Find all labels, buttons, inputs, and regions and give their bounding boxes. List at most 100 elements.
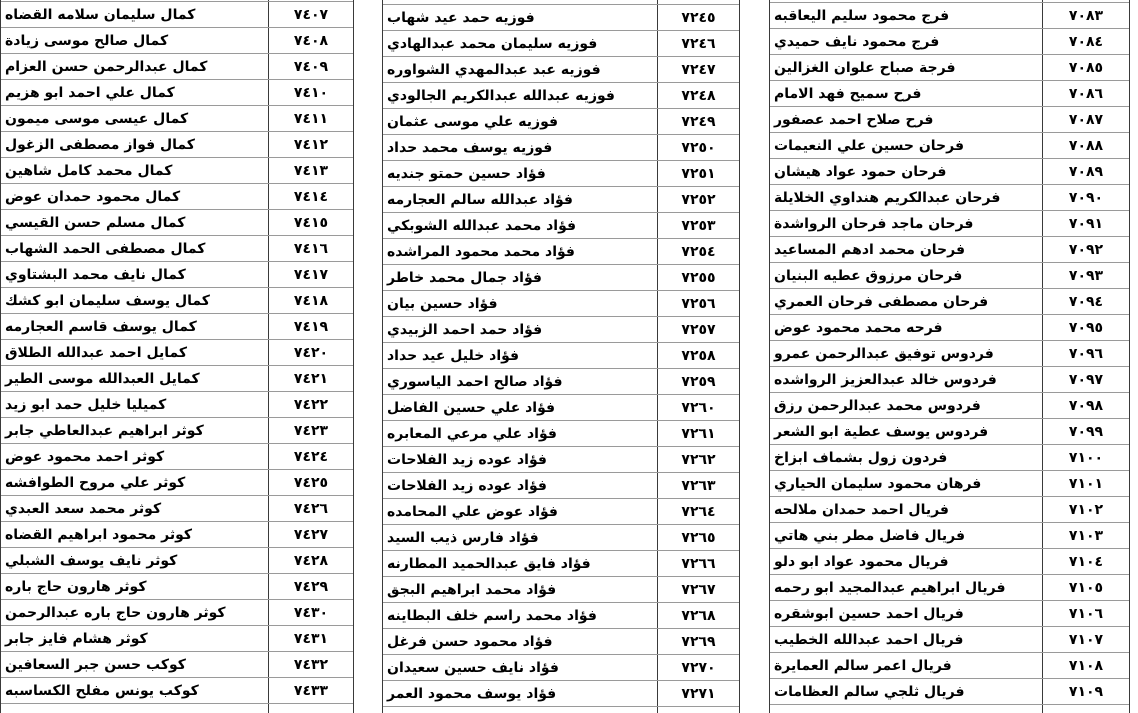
number-cell: ٧٤٢٥ xyxy=(268,470,353,495)
table-row: فؤاد محمود حسن فرغل ٧٢٦٩ xyxy=(383,629,739,655)
number-cell: ٧٢٦٠ xyxy=(657,395,739,420)
name-cell: كمال عيسى موسى ميمون xyxy=(5,110,189,127)
name-cell: فوزيه يوسف محمد حداد xyxy=(387,139,553,156)
number-cell: ٧٤١٢ xyxy=(268,132,353,157)
number-cell: ٧٠٨٧ xyxy=(1042,107,1129,132)
table-row: فؤاد يوسف محمود العمر ٧٢٧١ xyxy=(383,681,739,707)
table-row: فرحان ماجد فرحان الرواشدة ٧٠٩١ xyxy=(770,211,1129,237)
number-cell: ٧٤١٧ xyxy=(268,262,353,287)
name-cell: فؤاد علي مرعي المعابره xyxy=(387,425,557,442)
name-cell: فؤاد محمد عبدالله الشوبكي xyxy=(387,217,577,234)
name-cell: كمال فواز مصطفى الزغول xyxy=(5,136,195,153)
name-cell: فرح صلاح احمد عصفور xyxy=(774,111,934,128)
number-cell: ٧٢٧١ xyxy=(657,681,739,706)
table-row: فؤاد محمد راسم خلف البطاينه ٧٢٦٨ xyxy=(383,603,739,629)
number-cell: ٧٤١٠ xyxy=(268,80,353,105)
number-cell xyxy=(1042,705,1129,713)
name-cell: فرهان محمود سليمان الحياري xyxy=(774,475,982,492)
table-row: فؤاد عوده زيد الفلاحات ٧٢٦٣ xyxy=(383,473,739,499)
number-cell: ٧٠٨٣ xyxy=(1042,3,1129,28)
number-cell: ٧٢٦٣ xyxy=(657,473,739,498)
name-cell: فوزيه سليمان محمد عبدالهادي xyxy=(387,35,598,52)
table-row: فؤاد نايف حسين سعيدان ٧٢٧٠ xyxy=(383,655,739,681)
number-cell xyxy=(268,0,353,1)
number-cell: ٧٢٦٤ xyxy=(657,499,739,524)
name-cell: كمال محمود حمدان عوض xyxy=(5,188,181,205)
table-row: فردوس توفيق عبدالرحمن عمرو ٧٠٩٦ xyxy=(770,341,1129,367)
name-cell: كوثر احمد محمود عوض xyxy=(5,448,165,465)
table-row: كمال يوسف قاسم العجارمه ٧٤١٩ xyxy=(1,314,353,340)
name-cell xyxy=(770,705,1042,713)
table-row: كمال نايف محمد البشتاوي ٧٤١٧ xyxy=(1,262,353,288)
number-cell: ٧٠٩٩ xyxy=(1042,419,1129,444)
table-row: فؤاد حسين بيان ٧٢٥٦ xyxy=(383,291,739,317)
name-cell: كمال محمد كامل شاهين xyxy=(5,162,173,179)
number-cell: ٧٢٦٢ xyxy=(657,447,739,472)
table-row: كمال محمود حمدان عوض ٧٤١٤ xyxy=(1,184,353,210)
number-cell: ٧٤٠٧ xyxy=(268,2,353,27)
partial-row xyxy=(770,705,1129,713)
number-cell xyxy=(657,0,739,4)
table-row: فرجة صباح علوان الغزالين ٧٠٨٥ xyxy=(770,55,1129,81)
number-cell: ٧٢٥٥ xyxy=(657,265,739,290)
number-cell: ٧٢٤٥ xyxy=(657,5,739,30)
number-cell: ٧٠٩٣ xyxy=(1042,263,1129,288)
table-row: كمايل العبدالله موسى الطير ٧٤٢١ xyxy=(1,366,353,392)
table-row: فرحان مصطفى فرحان العمري ٧٠٩٤ xyxy=(770,289,1129,315)
name-cell: فؤاد فارس ذيب السيد xyxy=(387,529,539,546)
number-cell: ٧٤١٨ xyxy=(268,288,353,313)
name-cell: كوكب يونس مفلح الكساسبه xyxy=(5,682,199,699)
roster-table-left: كمال سليمان سلامه القضاه ٧٤٠٧ كمال صالح مو… xyxy=(0,0,354,713)
number-cell: ٧١٠٩ xyxy=(1042,679,1129,704)
number-cell: ٧٤١٣ xyxy=(268,158,353,183)
table-row: فؤاد جمال محمد خاطر ٧٢٥٥ xyxy=(383,265,739,291)
number-cell: ٧٤١٩ xyxy=(268,314,353,339)
name-cell: كوكب حسن جبر السعافين xyxy=(5,656,186,673)
table-row: كوثر هشام فايز جابر ٧٤٣١ xyxy=(1,626,353,652)
table-row: كمال صالح موسى زيادة ٧٤٠٨ xyxy=(1,28,353,54)
name-cell: فريال احمد حمدان ملالحه xyxy=(774,501,949,518)
name-cell: فرحان مرزوق عطيه البنيان xyxy=(774,267,963,284)
table-row: فوزيه عبدالله عبدالكريم الجالودي ٧٢٤٨ xyxy=(383,83,739,109)
table-row: فريال ابراهيم عبدالمجيد ابو رحمه ٧١٠٥ xyxy=(770,575,1129,601)
name-cell: فرحان عبدالكريم هنداوي الخلايلة xyxy=(774,189,1001,206)
name-cell: فرحان محمد ادهم المساعيد xyxy=(774,241,966,258)
table-row: فرهان محمود سليمان الحياري ٧١٠١ xyxy=(770,471,1129,497)
table-row: كوثر هارون حاج باره ٧٤٢٩ xyxy=(1,574,353,600)
number-cell: ٧٠٨٦ xyxy=(1042,81,1129,106)
table-row: فردون زول بشماف ابزاخ ٧١٠٠ xyxy=(770,445,1129,471)
name-cell xyxy=(770,0,1042,2)
number-cell: ٧١٠٠ xyxy=(1042,445,1129,470)
number-cell: ٧٢٦٦ xyxy=(657,551,739,576)
name-cell: فريال احمد عبدالله الخطيب xyxy=(774,631,964,648)
name-cell xyxy=(1,0,268,1)
number-cell: ٧٤٢٧ xyxy=(268,522,353,547)
number-cell: ٧٢٤٦ xyxy=(657,31,739,56)
number-cell: ٧٠٩٢ xyxy=(1042,237,1129,262)
number-cell: ٧٢٥٠ xyxy=(657,135,739,160)
number-cell: ٧٠٨٤ xyxy=(1042,29,1129,54)
table-row: فؤاد حمد احمد الزبيدي ٧٢٥٧ xyxy=(383,317,739,343)
roster-table-middle: فوزيه حمد عيد شهاب ٧٢٤٥ فوزيه سليمان محمد … xyxy=(382,0,740,713)
number-cell: ٧٤٢٩ xyxy=(268,574,353,599)
table-row: فرحان حسين علي النعيمات ٧٠٨٨ xyxy=(770,133,1129,159)
number-cell: ٧٢٥٦ xyxy=(657,291,739,316)
name-cell: كوثر هشام فايز جابر xyxy=(5,630,148,647)
partial-row xyxy=(383,0,739,5)
table-row: فؤاد فايق عبدالحميد المطارنه ٧٢٦٦ xyxy=(383,551,739,577)
name-cell: فؤاد جمال محمد خاطر xyxy=(387,269,542,286)
name-cell: كميليا خليل حمد ابو زيد xyxy=(5,396,167,413)
name-cell: فرحان مصطفى فرحان العمري xyxy=(774,293,989,310)
name-cell: فردوس محمد عبدالرحمن رزق xyxy=(774,397,981,414)
number-cell xyxy=(657,707,739,713)
table-row: كميليا خليل حمد ابو زيد ٧٤٢٢ xyxy=(1,392,353,418)
number-cell: ٧٠٩٧ xyxy=(1042,367,1129,392)
number-cell: ٧٢٥١ xyxy=(657,161,739,186)
name-cell: فؤاد علي حسين الفاضل xyxy=(387,399,556,416)
name-cell: فؤاد عبدالله سالم العجارمه xyxy=(387,191,573,208)
name-cell: فريال محمود عواد ابو دلو xyxy=(774,553,949,570)
roster-table-right: فرج محمود سليم اليعاقبه ٧٠٨٣ فرج محمود ناي… xyxy=(769,0,1130,713)
table-row: كمال عيسى موسى ميمون ٧٤١١ xyxy=(1,106,353,132)
table-row: فريال فاضل مطر بني هاتي ٧١٠٣ xyxy=(770,523,1129,549)
number-cell: ٧٤٣١ xyxy=(268,626,353,651)
